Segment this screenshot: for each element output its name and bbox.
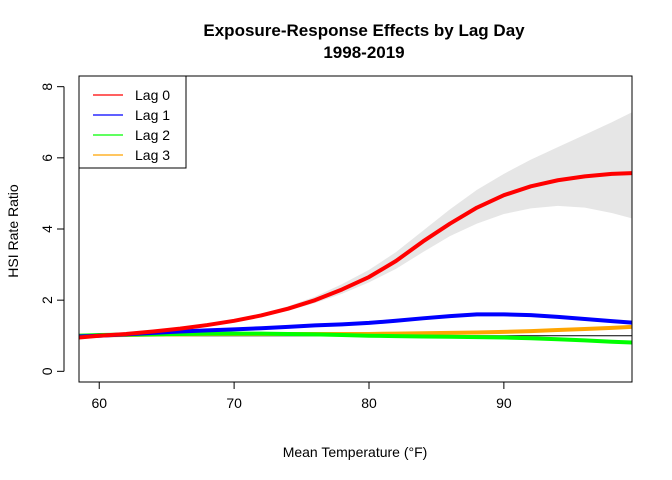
- y-tick-label: 6: [39, 154, 55, 162]
- x-axis: 60 70 80 90: [91, 382, 512, 411]
- chart-title: Exposure-Response Effects by Lag Day: [203, 21, 525, 40]
- x-tick-label: 60: [91, 395, 107, 411]
- legend-box: [78, 75, 187, 169]
- legend-label-3: Lag 2: [135, 127, 170, 143]
- legend-label-1: Lag 0: [135, 87, 170, 103]
- x-axis-label: Mean Temperature (°F): [283, 444, 428, 460]
- legend-label-2: Lag 1: [135, 107, 170, 123]
- plot-frame: [78, 75, 633, 383]
- y-tick-label: 8: [39, 83, 55, 91]
- series-line-1: [79, 171, 632, 340]
- x-tick-label: 80: [361, 395, 377, 411]
- legend-label-4: Lag 3: [135, 147, 170, 163]
- x-tick-label: 90: [496, 395, 512, 411]
- legend: Lag 0 Lag 1 Lag 2 Lag 3: [78, 75, 187, 169]
- plot-area: [79, 112, 632, 345]
- x-tick-label: 70: [226, 395, 242, 411]
- y-tick-label: 2: [39, 296, 55, 304]
- series-line-3: [79, 331, 632, 345]
- y-tick-label: 0: [39, 367, 55, 375]
- y-axis: 0 2 4 6 8: [39, 83, 65, 375]
- chart-subtitle: 1998-2019: [323, 43, 404, 62]
- series-line-2: [79, 312, 632, 339]
- y-axis-label: HSI Rate Ratio: [5, 184, 21, 278]
- y-tick-label: 4: [39, 225, 55, 233]
